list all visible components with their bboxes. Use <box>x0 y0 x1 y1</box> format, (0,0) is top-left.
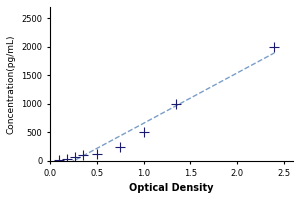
Point <box>174 102 179 105</box>
Point <box>73 156 78 159</box>
Point <box>57 158 62 162</box>
X-axis label: Optical Density: Optical Density <box>129 183 214 193</box>
Point <box>94 152 99 155</box>
Point <box>141 131 146 134</box>
Point <box>272 45 277 48</box>
Point <box>80 154 85 157</box>
Point <box>118 145 123 148</box>
Y-axis label: Concentration(pg/mL): Concentration(pg/mL) <box>7 34 16 134</box>
Point <box>64 158 69 161</box>
